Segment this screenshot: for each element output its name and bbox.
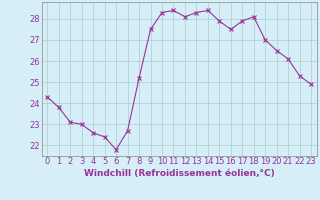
X-axis label: Windchill (Refroidissement éolien,°C): Windchill (Refroidissement éolien,°C): [84, 169, 275, 178]
